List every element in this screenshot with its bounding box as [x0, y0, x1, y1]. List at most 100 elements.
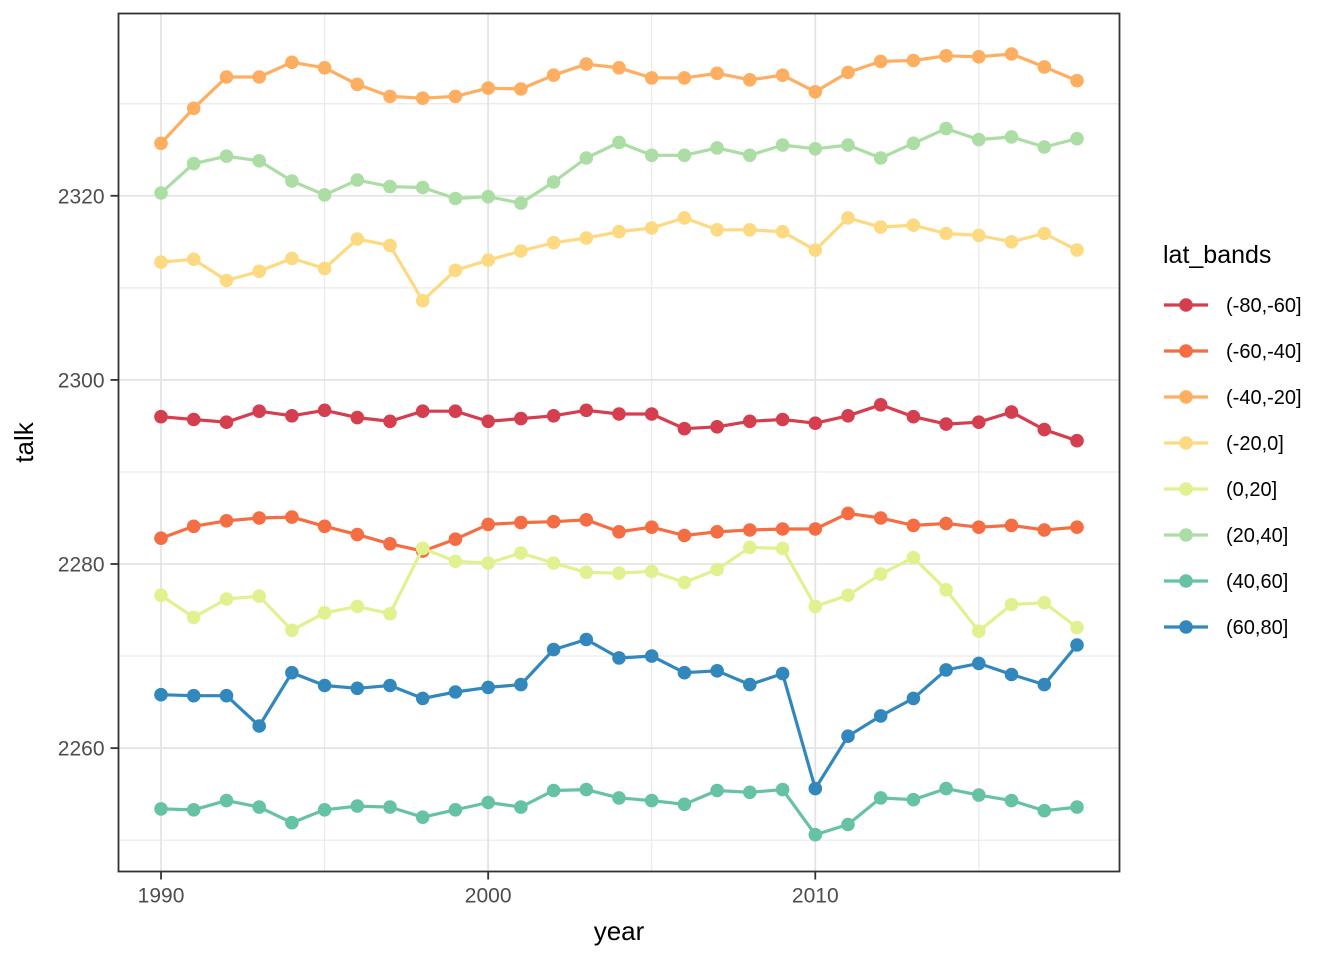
data-point: [710, 783, 724, 798]
data-point: [546, 409, 561, 423]
data-point: [350, 173, 365, 187]
data-point: [906, 518, 921, 533]
data-point: [481, 253, 496, 267]
data-point: [972, 132, 986, 147]
data-point: [677, 71, 692, 85]
data-point: [448, 685, 463, 699]
data-point: [808, 827, 823, 842]
data-point: [285, 409, 299, 423]
data-point: [154, 802, 168, 816]
data-point: [154, 186, 168, 200]
data-point: [252, 264, 266, 279]
data-point: [775, 224, 790, 239]
data-point: [841, 729, 855, 743]
data-point: [186, 519, 201, 534]
series-points-band-2: [154, 47, 1084, 151]
data-point: [514, 411, 528, 426]
data-point: [317, 606, 332, 620]
legend-entry: (-40,-20]: [1164, 387, 1302, 409]
data-point: [317, 803, 332, 817]
panel-border: [117, 12, 1121, 873]
axis-ticks: [110, 194, 817, 880]
data-point: [972, 788, 986, 802]
data-point: [808, 416, 823, 431]
legend-entry-label: (60,80]: [1226, 617, 1288, 639]
data-point: [841, 409, 855, 423]
data-point: [514, 515, 528, 530]
data-point: [285, 174, 299, 188]
y-axis-title: talk: [9, 421, 39, 462]
legend-entry: (20,40]: [1164, 525, 1288, 547]
data-point: [285, 815, 299, 830]
series-band-5: [154, 121, 1084, 210]
data-point: [873, 791, 888, 805]
data-point: [743, 677, 757, 692]
data-point: [677, 797, 692, 812]
data-point: [514, 244, 528, 258]
data-point: [350, 527, 365, 542]
data-point: [612, 135, 626, 150]
data-point: [350, 77, 365, 92]
data-point: [383, 238, 397, 253]
data-point: [743, 414, 757, 429]
data-point: [579, 565, 594, 580]
data-point: [546, 514, 561, 529]
data-point: [415, 180, 430, 195]
data-point: [285, 55, 299, 70]
series-band-1: [154, 506, 1084, 558]
data-point: [514, 82, 528, 96]
x-tick-label: 2000: [465, 885, 512, 908]
data-point: [383, 606, 397, 621]
data-point: [186, 688, 201, 703]
data-point: [514, 546, 528, 560]
data-point: [154, 255, 168, 269]
data-point: [415, 404, 430, 419]
data-point: [285, 623, 299, 638]
data-point: [1037, 595, 1052, 610]
data-point: [546, 556, 561, 570]
data-point: [317, 519, 332, 534]
series-points-band-7: [154, 632, 1084, 796]
data-point: [972, 228, 986, 243]
data-point: [546, 175, 561, 189]
gridlines-minor: [118, 13, 1120, 872]
data-point: [219, 514, 234, 528]
data-point: [317, 678, 332, 693]
data-point: [481, 680, 496, 695]
data-point: [612, 566, 626, 580]
data-point: [775, 541, 790, 556]
data-point: [972, 520, 986, 534]
data-point: [579, 57, 594, 71]
data-point: [906, 53, 921, 68]
data-point: [939, 49, 953, 63]
data-point: [841, 211, 855, 225]
data-point: [644, 221, 659, 235]
legend-key-point: [1179, 620, 1193, 634]
gridlines-major: [118, 13, 1120, 872]
data-point: [808, 522, 823, 536]
data-point: [448, 404, 463, 419]
data-point: [677, 211, 692, 225]
data-point: [579, 231, 594, 245]
data-point: [285, 665, 299, 680]
data-point: [1004, 235, 1019, 249]
series-band-2: [154, 47, 1084, 151]
data-point: [1004, 597, 1019, 612]
data-point: [873, 151, 888, 165]
legend-entry-label: (-80,-60]: [1226, 295, 1302, 317]
data-point: [1004, 518, 1019, 533]
data-point: [219, 793, 234, 808]
data-point: [873, 709, 888, 723]
data-point: [841, 65, 855, 80]
data-point: [546, 68, 561, 82]
data-point: [972, 624, 986, 638]
data-point: [186, 101, 201, 116]
data-point: [677, 528, 692, 543]
data-point: [579, 632, 594, 647]
data-point: [612, 791, 626, 805]
series-points-band-3: [154, 211, 1084, 308]
data-point: [317, 61, 332, 75]
data-point: [481, 556, 496, 570]
series-points-band-5: [154, 121, 1084, 210]
data-point: [644, 71, 659, 85]
